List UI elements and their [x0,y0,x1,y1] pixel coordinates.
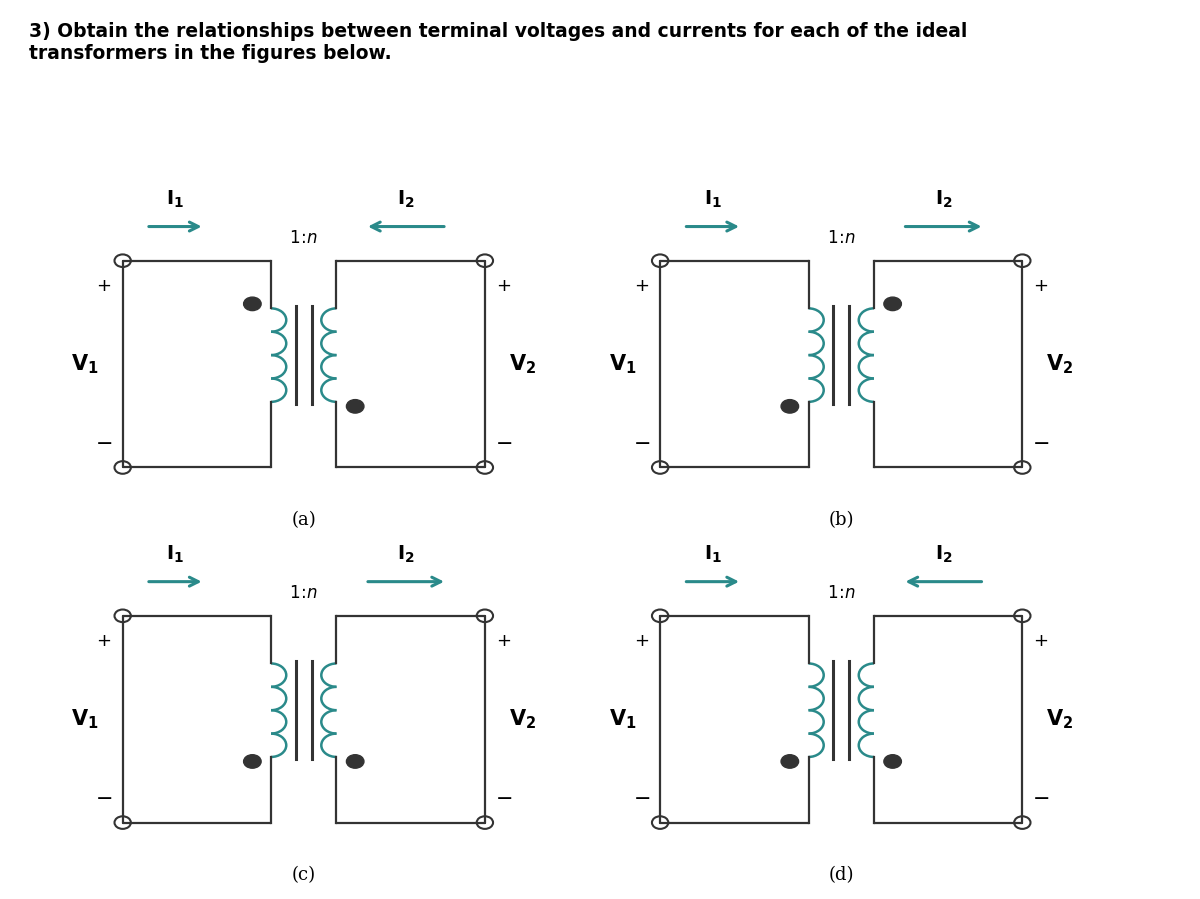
Text: 3) Obtain the relationships between terminal voltages and currents for each of t: 3) Obtain the relationships between term… [29,22,967,64]
Text: $\mathbf{V_2}$: $\mathbf{V_2}$ [1046,708,1073,731]
Text: $1\!:\!n$: $1\!:\!n$ [289,584,318,602]
Text: $\mathbf{I_1}$: $\mathbf{I_1}$ [703,189,721,210]
Text: $\mathbf{V_2}$: $\mathbf{V_2}$ [509,352,536,376]
Text: $+$: $+$ [496,632,511,650]
Text: $-$: $-$ [1032,432,1050,452]
Text: $\mathbf{I_1}$: $\mathbf{I_1}$ [167,189,185,210]
Text: $+$: $+$ [634,632,649,650]
Text: $+$: $+$ [496,277,511,295]
Text: $\mathbf{I_1}$: $\mathbf{I_1}$ [703,544,721,565]
Text: $\mathbf{V_1}$: $\mathbf{V_1}$ [608,708,636,731]
Text: (b): (b) [828,511,854,529]
Circle shape [244,297,262,310]
Text: $+$: $+$ [1033,277,1049,295]
Text: (d): (d) [828,866,854,884]
Circle shape [781,400,798,414]
Circle shape [244,754,262,768]
Text: $-$: $-$ [494,788,512,807]
Text: $\mathbf{I_2}$: $\mathbf{I_2}$ [935,544,953,565]
Text: $\mathbf{V_2}$: $\mathbf{V_2}$ [509,708,536,731]
Text: $\mathbf{V_1}$: $\mathbf{V_1}$ [608,352,636,376]
Text: (c): (c) [292,866,316,884]
Text: $+$: $+$ [634,277,649,295]
Circle shape [884,297,901,310]
Text: $+$: $+$ [96,632,112,650]
Text: $1\!:\!n$: $1\!:\!n$ [289,229,318,247]
Text: $\mathbf{I_1}$: $\mathbf{I_1}$ [167,544,185,565]
Text: $-$: $-$ [95,432,113,452]
Text: $\mathbf{I_2}$: $\mathbf{I_2}$ [935,189,953,210]
Circle shape [781,754,798,768]
Text: $1\!:\!n$: $1\!:\!n$ [827,229,856,247]
Text: $1\!:\!n$: $1\!:\!n$ [827,584,856,602]
Text: $\mathbf{I_2}$: $\mathbf{I_2}$ [397,544,415,565]
Text: $-$: $-$ [632,788,650,807]
Text: $-$: $-$ [632,432,650,452]
Circle shape [347,400,364,414]
Text: $+$: $+$ [1033,632,1049,650]
Text: $\mathbf{V_1}$: $\mathbf{V_1}$ [72,352,100,376]
Text: $\mathbf{V_2}$: $\mathbf{V_2}$ [1046,352,1073,376]
Text: $+$: $+$ [96,277,112,295]
Text: $-$: $-$ [1032,788,1050,807]
Text: $\mathbf{V_1}$: $\mathbf{V_1}$ [72,708,100,731]
Text: $-$: $-$ [494,432,512,452]
Circle shape [884,754,901,768]
Circle shape [347,754,364,768]
Text: (a): (a) [292,511,316,529]
Text: $\mathbf{I_2}$: $\mathbf{I_2}$ [397,189,415,210]
Text: $-$: $-$ [95,788,113,807]
